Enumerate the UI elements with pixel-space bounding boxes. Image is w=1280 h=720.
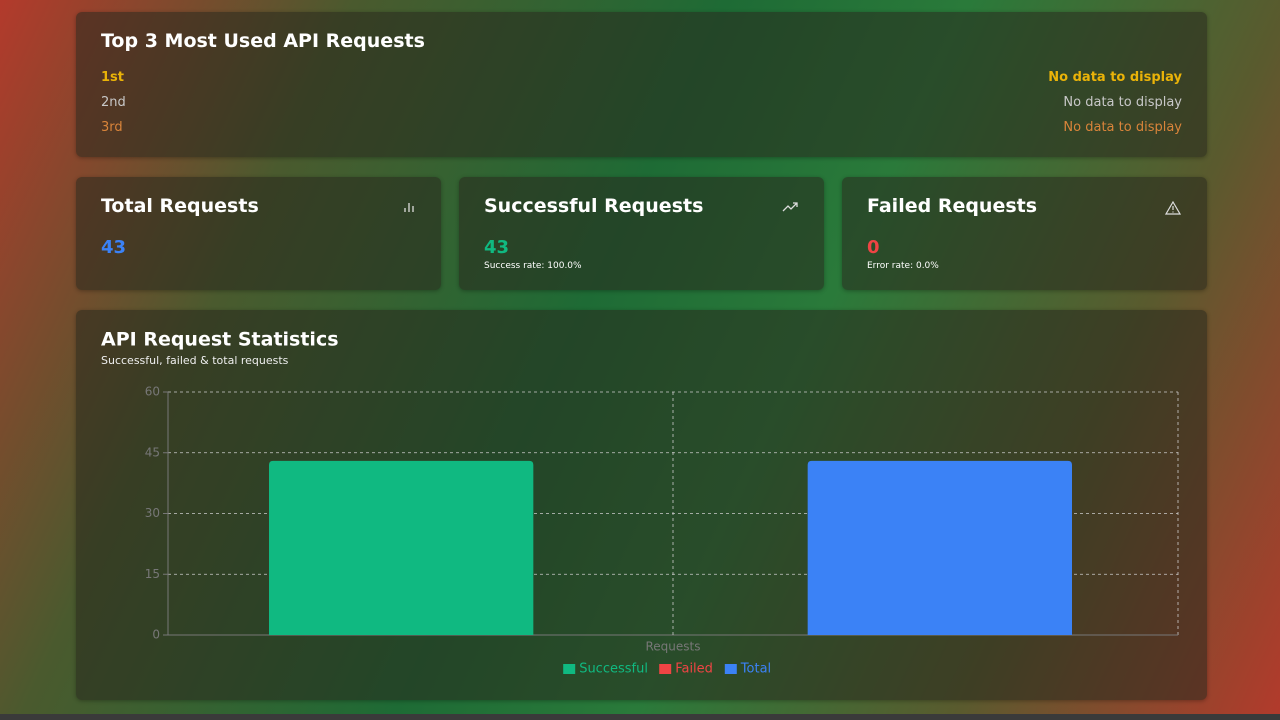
legend-label: Failed bbox=[675, 662, 713, 677]
legend-swatch bbox=[563, 664, 576, 674]
card-title: Successful Requests bbox=[484, 195, 704, 217]
y-tick-label: 15 bbox=[145, 567, 160, 581]
rank-row: 2nd No data to display bbox=[101, 95, 1182, 110]
card-note: Success rate: 100.0% bbox=[484, 261, 582, 271]
chart-subtitle: Successful, failed & total requests bbox=[101, 354, 289, 367]
bar bbox=[269, 460, 534, 635]
rank-row: 1st No data to display bbox=[101, 70, 1182, 85]
panel-title: Top 3 Most Used API Requests bbox=[101, 30, 425, 52]
rank-value: No data to display bbox=[1063, 120, 1182, 135]
y-tick-label: 45 bbox=[145, 445, 160, 459]
stat-card: Successful Requests 43 Success rate: 100… bbox=[459, 177, 824, 290]
y-tick-label: 0 bbox=[152, 628, 160, 642]
rank: 2nd bbox=[101, 95, 126, 110]
bar bbox=[807, 460, 1072, 635]
y-tick-label: 60 bbox=[145, 385, 160, 399]
rank: 1st bbox=[101, 70, 124, 85]
rank: 3rd bbox=[101, 120, 123, 135]
card-value: 43 bbox=[101, 237, 127, 258]
rank-value: No data to display bbox=[1048, 70, 1182, 85]
card-title: Total Requests bbox=[101, 195, 259, 217]
card-note: Error rate: 0.0% bbox=[867, 261, 939, 271]
x-tick-label: Requests bbox=[646, 640, 701, 654]
stat-card: Total Requests 43 bbox=[76, 177, 441, 290]
top3-panel: Top 3 Most Used API Requests 1st No data … bbox=[76, 12, 1207, 157]
trend-icon bbox=[782, 202, 798, 212]
chart-title: API Request Statistics bbox=[101, 329, 339, 351]
chart-panel: API Request Statistics Successful, faile… bbox=[76, 310, 1207, 700]
bottom-bar bbox=[0, 714, 1280, 720]
legend-swatch bbox=[724, 664, 737, 674]
rank-row: 3rd No data to display bbox=[101, 120, 1182, 135]
y-tick-label: 30 bbox=[145, 506, 160, 520]
chart-icon bbox=[404, 203, 414, 212]
chart: API Request Statistics Successful, faile… bbox=[101, 329, 1179, 677]
rank-value: No data to display bbox=[1063, 95, 1182, 110]
stat-card: Failed Requests 0 Error rate: 0.0% bbox=[842, 177, 1207, 290]
card-value: 43 bbox=[484, 237, 510, 258]
warning-icon bbox=[1165, 201, 1181, 215]
card-title: Failed Requests bbox=[867, 195, 1038, 217]
legend-label: Successful bbox=[579, 662, 648, 677]
card-value: 0 bbox=[867, 237, 880, 258]
legend-label: Total bbox=[740, 662, 771, 677]
legend-swatch bbox=[659, 664, 672, 674]
